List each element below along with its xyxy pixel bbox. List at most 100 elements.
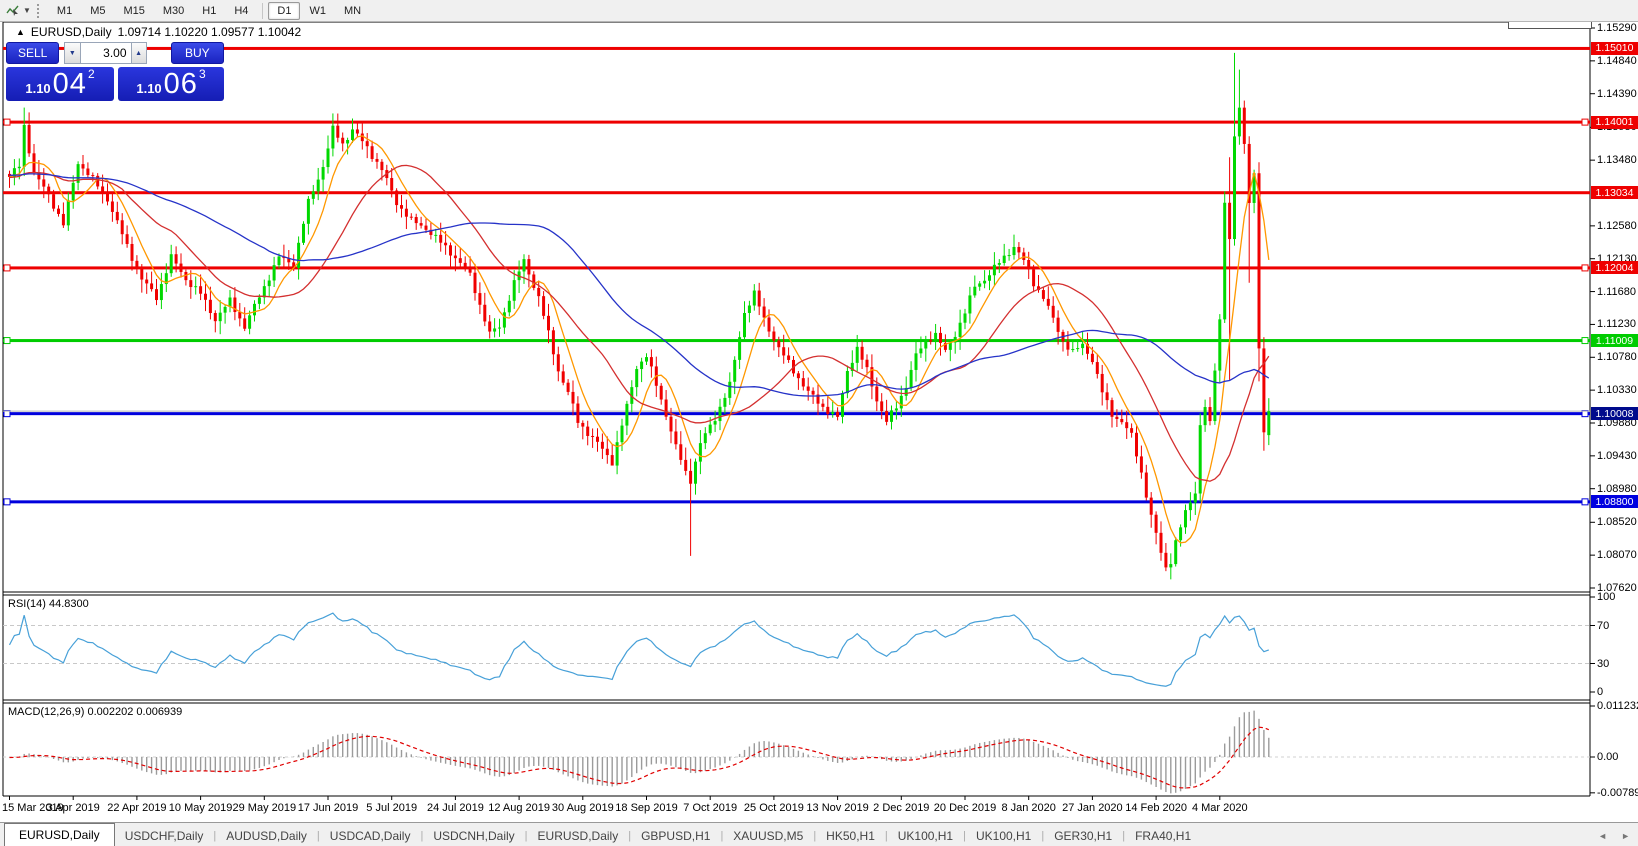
rsi-label: RSI(14) 44.8300: [8, 598, 89, 610]
date-axis-label: 7 Oct 2019: [683, 802, 738, 814]
date-axis-label: 2 Dec 2019: [873, 802, 930, 814]
volume-decrease-button[interactable]: ▼: [64, 42, 81, 64]
timeframe-button-D1[interactable]: D1: [268, 1, 301, 20]
collapse-panel-icon[interactable]: ▲: [16, 27, 25, 37]
chart-cursor-icon[interactable]: [4, 3, 22, 18]
timeframe-button-M5[interactable]: M5: [90, 4, 106, 17]
price-axis-tick: 1.10330: [1597, 384, 1637, 397]
price-axis-tick: 1.11680: [1597, 285, 1636, 298]
timeframe-button-M30[interactable]: M30: [162, 4, 185, 17]
price-axis-tick: 1.12580: [1597, 219, 1637, 232]
timeframe-button-H4[interactable]: H4: [234, 4, 249, 17]
date-axis-label: 27 Jan 2020: [1062, 802, 1123, 814]
date-axis-label: 10 May 2019: [168, 802, 233, 814]
tab-separator: |: [963, 830, 966, 842]
macd-label: MACD(12,26,9) 0.002202 0.006939: [8, 706, 183, 718]
date-axis-label: 8 Jan 2020: [1001, 802, 1056, 814]
tab-separator: |: [420, 830, 424, 842]
chart-tab-EURUSD-Daily[interactable]: EURUSD,Daily: [537, 829, 619, 843]
tab-separator: |: [1122, 830, 1126, 842]
chart-plot-area[interactable]: [3, 22, 1590, 796]
price-axis-tick: 1.08980: [1597, 482, 1637, 495]
date-axis-label: 29 May 2019: [232, 802, 297, 814]
price-axis-tick: 1.09430: [1597, 449, 1637, 462]
timeframe-button-M1[interactable]: M1: [56, 4, 73, 17]
tab-separator: |: [316, 830, 320, 842]
price-axis-tick: 1.10780: [1597, 351, 1637, 364]
date-axis-label: 3 Apr 2019: [46, 802, 100, 814]
chart-tab-AUDUSD-Daily[interactable]: AUDUSD,Daily: [226, 829, 307, 843]
chart-cursor-dropdown-icon[interactable]: ▼: [23, 6, 31, 15]
price-badge-1.13034[interactable]: 1.13034: [1591, 186, 1638, 200]
buy-button[interactable]: BUY: [170, 42, 224, 64]
timeframe-button-M15[interactable]: M15: [123, 4, 145, 17]
buy-price-display[interactable]: 1.10 06 3: [118, 67, 224, 101]
buy-price-big: 06: [163, 68, 198, 100]
volume-input[interactable]: [80, 42, 131, 64]
price-axis-tick: 1.11230: [1597, 318, 1636, 331]
date-axis-label: 4 Mar 2020: [1191, 802, 1248, 814]
buy-price-pip: 3: [198, 67, 206, 81]
chart-tab-EURUSD-Daily[interactable]: EURUSD,Daily: [4, 823, 115, 846]
macd-axis-tick: -0.007894: [1597, 786, 1638, 799]
rsi-axis-tick: 100: [1597, 591, 1616, 603]
chart-tab-FRA40-H1[interactable]: FRA40,H1: [1135, 829, 1192, 843]
tab-scroll-right-icon[interactable]: ►: [1621, 831, 1630, 841]
date-axis-label: 13 Nov 2019: [806, 802, 869, 814]
sell-button[interactable]: SELL: [6, 42, 60, 64]
macd-axis-tick: 0.00: [1597, 751, 1619, 763]
timeframe-button-H1[interactable]: H1: [202, 4, 217, 17]
chart-tab-GBPUSD-H1[interactable]: GBPUSD,H1: [641, 829, 711, 843]
date-axis-label: 12 Aug 2019: [488, 802, 550, 814]
price-badge-1.12004[interactable]: 1.12004: [1591, 261, 1638, 275]
date-axis-label: 20 Dec 2019: [933, 802, 997, 814]
price-axis-tick: 1.14840: [1597, 54, 1637, 67]
date-axis-label: 5 Jul 2019: [366, 802, 418, 814]
toolbar-grip[interactable]: [36, 3, 42, 18]
timeframe-button-MN[interactable]: MN: [343, 4, 362, 17]
date-axis-label: 30 Aug 2019: [551, 802, 614, 814]
macd-axis-tick: 0.011232: [1597, 700, 1638, 712]
chart-tab-XAUUSD-M5[interactable]: XAUUSD,M5: [733, 829, 804, 843]
price-badge-1.14001[interactable]: 1.14001: [1591, 115, 1638, 129]
timeframe-button-W1[interactable]: W1: [309, 4, 326, 17]
one-click-trading-panel: SELL ▼ ▲ BUY 1.10 04 2 1.10 06 3: [6, 42, 224, 101]
price-axis-tick: 1.13480: [1597, 154, 1637, 167]
price-badge-1.15010[interactable]: 1.15010: [1591, 41, 1638, 55]
sell-price-big: 04: [52, 68, 87, 100]
price-badge-1.10008[interactable]: 1.10008: [1591, 407, 1638, 421]
date-axis-label: 22 Apr 2019: [107, 802, 167, 814]
sell-price-display[interactable]: 1.10 04 2: [6, 67, 114, 101]
tab-scroll-arrows: ◄ ►: [1598, 831, 1630, 841]
chart-tab-GER30-H1[interactable]: GER30,H1: [1054, 829, 1113, 843]
price-badge-1.11009[interactable]: 1.11009: [1591, 334, 1638, 348]
chart-tab-UK100-H1[interactable]: UK100,H1: [897, 829, 954, 843]
chart-tab-UK100-H1[interactable]: UK100,H1: [975, 829, 1032, 843]
date-axis-label: 14 Feb 2020: [1125, 802, 1187, 814]
date-axis-label: 17 Jun 2019: [297, 802, 359, 814]
chart-tab-USDCHF-Daily[interactable]: USDCHF,Daily: [124, 829, 204, 843]
sell-price-pip: 2: [87, 67, 95, 81]
price-axis-tick: 1.15290: [1597, 22, 1637, 34]
tab-separator: |: [213, 830, 217, 842]
buy-price-prefix: 1.10: [136, 81, 162, 96]
price-axis-tick: 1.08520: [1597, 516, 1637, 529]
chart-tab-USDCAD-Daily[interactable]: USDCAD,Daily: [329, 829, 411, 843]
chart-title: ▲ EURUSD,Daily 1.09714 1.10220 1.09577 1…: [16, 25, 301, 39]
tab-separator: |: [1041, 830, 1045, 842]
chart-symbol-label: EURUSD,Daily: [30, 25, 112, 39]
price-badge-1.08800[interactable]: 1.08800: [1591, 495, 1638, 509]
sell-price-prefix: 1.10: [25, 81, 51, 96]
tab-separator: |: [884, 830, 888, 842]
volume-increase-button[interactable]: ▲: [130, 42, 147, 64]
tab-scroll-left-icon[interactable]: ◄: [1598, 831, 1608, 841]
price-axis-tick: 1.14390: [1597, 87, 1637, 100]
date-axis-label: 18 Sep 2019: [615, 802, 678, 814]
chart-ohlc-values: 1.09714 1.10220 1.09577 1.10042: [117, 25, 302, 39]
timeframe-toolbar: ▼ M1 M5 M15 M30 H1 H4 D1 W1 MN: [0, 0, 1638, 22]
toolbar-separator: [262, 2, 264, 19]
chart-tab-HK50-H1[interactable]: HK50,H1: [826, 829, 875, 843]
chart-tab-USDCNH-Daily[interactable]: USDCNH,Daily: [433, 829, 515, 843]
tab-separator: |: [524, 830, 528, 842]
